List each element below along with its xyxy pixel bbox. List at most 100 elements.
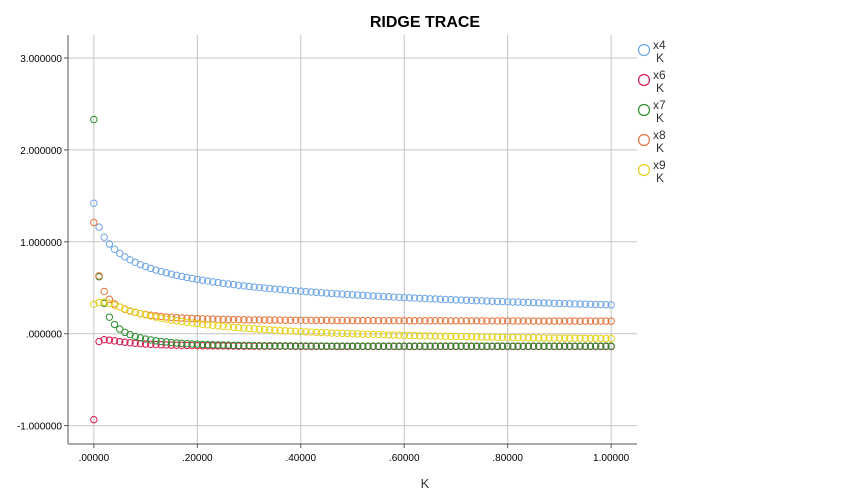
data-point-x8 (260, 316, 269, 324)
data-point-x9 (100, 298, 108, 306)
data-point-x4 (560, 299, 569, 308)
data-point-x4 (426, 295, 434, 303)
data-point-x7 (167, 338, 176, 347)
data-point-x4 (245, 282, 253, 291)
data-point-x8 (550, 317, 558, 325)
data-point-x9 (271, 326, 279, 334)
data-point-x7 (364, 342, 372, 350)
data-point-x7 (390, 342, 398, 350)
data-point-x7 (209, 341, 217, 349)
legend-sublabel: K (656, 141, 664, 155)
data-point-x7 (131, 332, 139, 341)
data-point-x8 (338, 316, 346, 325)
data-point-x7 (566, 342, 574, 350)
data-point-x4 (297, 287, 305, 295)
data-point-x4 (581, 300, 589, 308)
data-point-x7 (421, 342, 429, 350)
data-point-x8 (302, 316, 310, 324)
data-point-x8 (586, 317, 595, 325)
data-points (90, 115, 615, 424)
data-point-x8 (431, 317, 439, 325)
data-point-x8 (602, 317, 610, 325)
data-point-x9 (105, 299, 114, 308)
data-point-x8 (535, 317, 543, 325)
data-point-x9 (317, 328, 326, 337)
data-point-x8 (100, 287, 108, 296)
data-point-x4 (235, 281, 243, 289)
data-point-x9 (328, 329, 336, 337)
data-point-x9 (493, 333, 502, 341)
data-point-x9 (400, 331, 408, 339)
data-point-x9 (214, 322, 222, 330)
data-point-x9 (555, 334, 564, 342)
data-point-x7 (178, 339, 186, 348)
data-point-x9 (147, 312, 155, 320)
data-point-x4 (317, 289, 326, 297)
data-point-x9 (483, 333, 491, 341)
data-point-x9 (529, 334, 538, 342)
data-point-x7 (416, 342, 424, 350)
data-point-x7 (431, 342, 439, 350)
data-point-x4 (343, 290, 352, 299)
data-point-x9 (385, 331, 393, 339)
data-point-x4 (333, 290, 341, 298)
data-point-x9 (255, 325, 264, 333)
data-point-x7 (405, 342, 414, 350)
data-point-x6 (136, 339, 145, 348)
data-point-x7 (224, 341, 233, 349)
data-point-x8 (395, 316, 403, 325)
legend-item-x8: x8K (637, 128, 666, 155)
data-point-x7 (152, 337, 160, 345)
legend-label: x9 (653, 158, 666, 172)
data-point-x4 (462, 296, 470, 304)
data-point-x7 (493, 342, 502, 350)
data-point-x9 (597, 334, 605, 343)
data-point-x7 (426, 342, 434, 350)
data-point-x4 (229, 280, 238, 289)
data-point-x4 (385, 293, 393, 301)
legend-item-x7: x7K (637, 98, 666, 125)
data-point-x7 (452, 342, 460, 350)
data-point-x8 (410, 317, 419, 325)
y-tick-label: 3.000000 (20, 54, 62, 65)
data-point-x9 (90, 300, 98, 308)
data-point-x7 (322, 342, 331, 350)
data-point-x9 (576, 334, 584, 342)
data-point-x4 (488, 297, 496, 305)
x-axis-label: K (421, 476, 430, 491)
data-point-x4 (260, 284, 269, 292)
data-point-x4 (224, 280, 233, 288)
y-tick-labels: -1.000000 .000000 1.000000 2.000000 3.000000 (17, 54, 62, 433)
data-point-x4 (509, 298, 517, 306)
data-point-x4 (219, 279, 227, 288)
data-point-x4 (255, 283, 264, 292)
data-point-x7 (260, 341, 269, 350)
data-point-x8 (343, 316, 352, 325)
data-point-x7 (136, 334, 145, 342)
data-point-x9 (229, 323, 238, 331)
data-point-x8 (529, 317, 538, 325)
data-point-x4 (586, 300, 595, 308)
data-point-x8 (390, 316, 398, 325)
data-point-x8 (364, 316, 372, 325)
data-point-x9 (136, 309, 145, 318)
data-point-x9 (95, 298, 103, 307)
legend-label: x6 (653, 68, 666, 82)
data-point-x9 (219, 322, 227, 331)
data-point-x9 (374, 330, 383, 339)
data-point-x4 (571, 300, 579, 308)
data-point-x9 (203, 321, 212, 329)
data-point-x8 (193, 314, 202, 323)
data-point-x8 (312, 316, 320, 325)
legend-item-x6: x6K (637, 68, 666, 95)
data-point-x7 (235, 341, 243, 350)
data-point-x4 (250, 283, 258, 291)
data-point-x9 (266, 326, 274, 334)
data-point-x4 (141, 262, 150, 271)
data-point-x7 (514, 342, 522, 350)
data-point-x8 (266, 316, 274, 324)
data-point-x8 (374, 316, 383, 325)
data-point-x9 (131, 308, 139, 316)
data-point-x9 (121, 305, 129, 313)
